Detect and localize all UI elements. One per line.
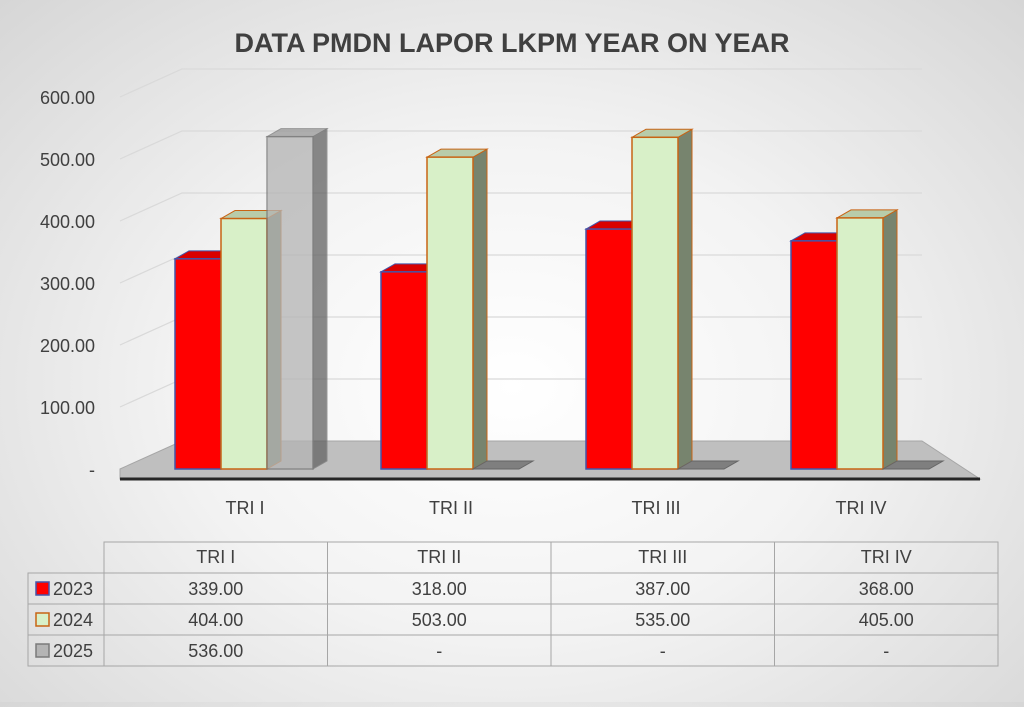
y-tick-label: 200.00	[40, 336, 95, 356]
bar-empty-2025	[881, 460, 945, 470]
table-value-cell: 536.00	[188, 641, 243, 661]
y-tick-label: 300.00	[40, 274, 95, 294]
bar-side-2024	[882, 209, 898, 470]
table-value-cell: 535.00	[635, 610, 690, 630]
table-value-cell: 368.00	[859, 579, 914, 599]
table-value-cell: 503.00	[412, 610, 467, 630]
y-tick-label: 100.00	[40, 398, 95, 418]
gridline	[119, 130, 922, 160]
legend-label: 2024	[53, 610, 93, 630]
bar-2023-tri-i	[174, 258, 222, 470]
x-tick-label: TRI III	[632, 498, 681, 518]
table-value-cell: -	[660, 641, 666, 661]
bar-side-2025	[312, 127, 328, 470]
legend-swatch-2024	[35, 612, 50, 627]
bar-2023-tri-ii	[380, 271, 428, 470]
bars	[173, 127, 945, 470]
table-header-cell: TRI III	[638, 547, 687, 567]
table-row	[27, 634, 999, 667]
table-value-cell: 339.00	[188, 579, 243, 599]
legend-label: 2023	[53, 579, 93, 599]
table-value-cell: 404.00	[188, 610, 243, 630]
y-tick-label: 400.00	[40, 212, 95, 232]
chart-title: DATA PMDN LAPOR LKPM YEAR ON YEAR	[234, 28, 789, 58]
table-row	[27, 572, 999, 605]
chart-floor	[119, 440, 982, 481]
x-tick-label: TRI I	[226, 498, 265, 518]
legend-swatch-2025	[35, 643, 50, 658]
bar-2024-tri-ii	[426, 156, 474, 470]
y-tick-label: -	[89, 460, 95, 480]
legend-label: 2025	[53, 641, 93, 661]
bar-2024-tri-i	[220, 217, 268, 470]
x-tick-label: TRI IV	[835, 498, 886, 518]
bar-2023-tri-iii	[585, 228, 633, 470]
table-value-cell: -	[436, 641, 442, 661]
y-tick-label: 500.00	[40, 150, 95, 170]
bar-2024-tri-iv	[836, 217, 884, 470]
floor-plane	[119, 440, 982, 480]
table-value-cell: 405.00	[859, 610, 914, 630]
bar-side-2024	[677, 128, 693, 470]
table-value-cell: 318.00	[412, 579, 467, 599]
bar-2024-tri-iii	[631, 136, 679, 470]
bar-side-2024	[472, 148, 488, 470]
y-tick-label: 600.00	[40, 88, 95, 108]
legend-swatch-2023	[35, 581, 50, 596]
bar-empty-2025	[471, 460, 535, 470]
table-header-cell: TRI II	[417, 547, 461, 567]
bar-2023-tri-iv	[790, 240, 838, 470]
table-row	[27, 603, 999, 636]
x-axis: TRI I TRI II TRI III TRI IV	[226, 498, 887, 518]
x-tick-label: TRI II	[429, 498, 473, 518]
bar-2025-tri-i	[266, 135, 314, 470]
bar-empty-2025	[676, 460, 740, 470]
table-header-cell: TRI I	[196, 547, 235, 567]
table-value-cell: 387.00	[635, 579, 690, 599]
data-table: TRI I TRI II TRI III TRI IV 2023 339.00 318.00…	[27, 541, 999, 667]
table-header-cell: TRI IV	[861, 547, 912, 567]
y-axis: - 100.00 200.00 300.00 400.00 500.00 600.00	[40, 88, 95, 480]
table-value-cell: -	[883, 641, 889, 661]
gridline	[119, 68, 922, 98]
